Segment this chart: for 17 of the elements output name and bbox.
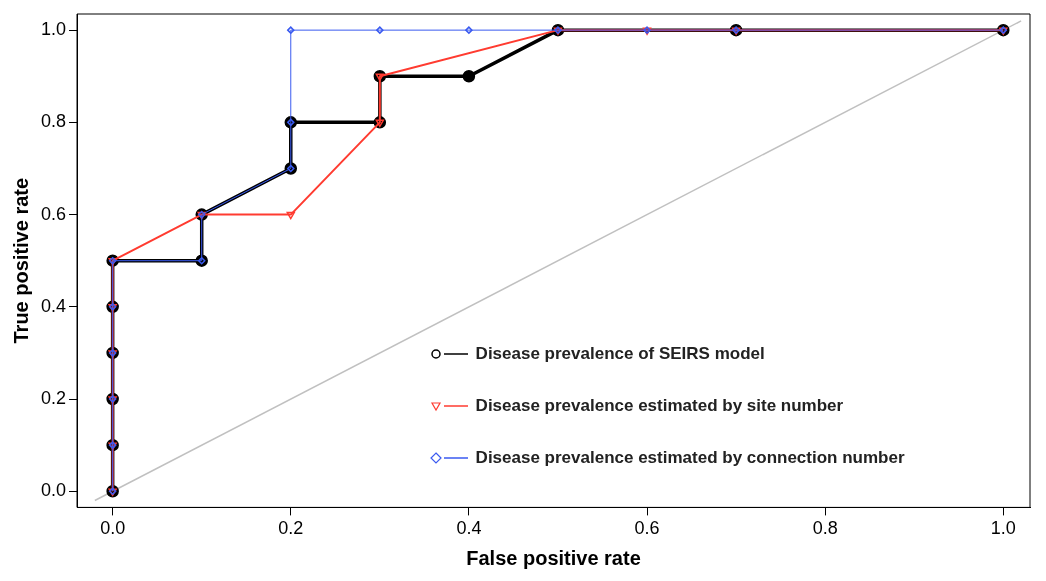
x-tick-label: 1.0 <box>990 518 1016 539</box>
y-tick-label: 0.8 <box>40 111 67 132</box>
legend-label: Disease prevalence of SEIRS model <box>475 344 765 365</box>
x-tick-label: 0.6 <box>634 518 660 539</box>
y-tick-label: 0.0 <box>40 480 67 501</box>
x-axis-title: False positive rate <box>466 546 641 569</box>
y-axis-title: True positive rate <box>9 177 32 344</box>
y-tick-label: 0.2 <box>40 388 67 409</box>
x-tick-label: 0.0 <box>100 518 126 539</box>
y-tick-label: 0.4 <box>40 295 67 316</box>
legend-label: Disease prevalence estimated by site number <box>475 396 844 417</box>
x-tick-label: 0.4 <box>456 518 482 539</box>
x-tick-label: 0.8 <box>812 518 838 539</box>
legend-label: Disease prevalence estimated by connection number <box>475 448 905 469</box>
x-tick-label: 0.2 <box>278 518 304 539</box>
y-tick-label: 0.6 <box>40 203 67 224</box>
y-tick-label: 1.0 <box>40 19 67 40</box>
